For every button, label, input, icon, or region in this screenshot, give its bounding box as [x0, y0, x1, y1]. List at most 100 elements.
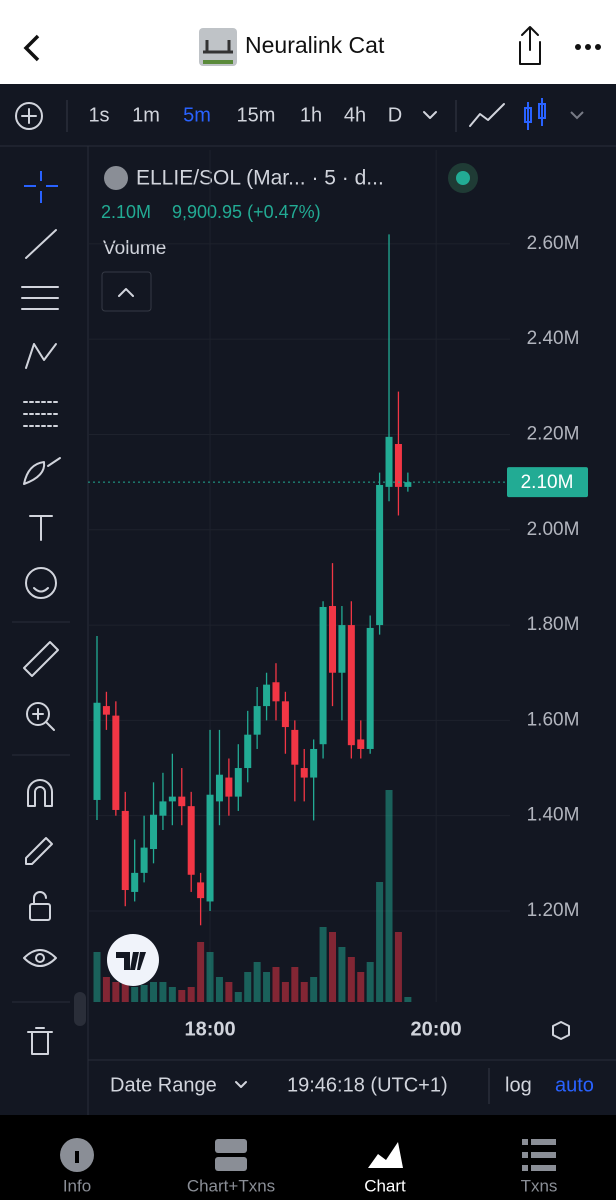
x-tick-label: 20:00 [411, 1018, 462, 1040]
volume-bar [187, 987, 195, 1002]
volume-bar [234, 992, 242, 1002]
zoom-icon [32, 708, 55, 731]
last-price-label: 2.10M [521, 472, 574, 493]
interval-button[interactable]: 1m [132, 104, 160, 126]
delete-tool[interactable] [27, 1027, 53, 1055]
volume-bar [385, 790, 393, 1002]
interval-button[interactable]: 15m [237, 104, 276, 126]
interval-dropdown[interactable] [423, 111, 437, 119]
tab-label: Chart [364, 1176, 406, 1195]
volume-bar [225, 982, 233, 1002]
fib-tool[interactable] [21, 286, 59, 310]
collapse-legend[interactable] [101, 271, 152, 312]
candle-body [121, 810, 129, 891]
volume-bar [366, 962, 374, 1002]
interval-button[interactable]: 1h [300, 104, 322, 126]
candle-body [102, 706, 110, 715]
volume-bar [329, 932, 336, 1002]
tab-icon [531, 1139, 556, 1145]
log-toggle[interactable]: log [505, 1074, 532, 1096]
interval-button[interactable]: D [388, 104, 402, 126]
candle-body [394, 444, 402, 487]
candle-body [150, 814, 158, 850]
collapse-handle[interactable] [74, 992, 86, 1026]
candle-body [178, 796, 186, 807]
candle-body [357, 739, 365, 749]
tab[interactable]: Txns [521, 1139, 558, 1195]
candle-body [272, 682, 280, 702]
tab-icon [215, 1139, 247, 1153]
interval-button[interactable]: 5m [183, 104, 211, 126]
measure-tool[interactable] [23, 641, 59, 677]
tab-bar [0, 1115, 616, 1200]
candle-body [366, 627, 374, 749]
crosshair-tool[interactable] [24, 171, 58, 203]
header-title: Neuralink Cat [245, 32, 385, 58]
candle-body [385, 436, 393, 487]
date-range[interactable]: Date Range [110, 1074, 217, 1096]
line-style-button[interactable] [469, 103, 505, 127]
candle-body [140, 847, 148, 873]
volume-bar [357, 972, 365, 1002]
magnet-tool[interactable] [27, 779, 53, 807]
projection-tool[interactable] [23, 401, 59, 427]
settings-button[interactable] [552, 1021, 570, 1040]
toolbar-bg [0, 84, 616, 146]
y-tick-label: 2.20M [527, 423, 580, 444]
volume-bar [140, 985, 148, 1002]
candle-body [225, 777, 233, 797]
volume-bar [281, 982, 289, 1002]
tab-icon-i [75, 1151, 79, 1163]
interval-button[interactable]: 4h [344, 104, 366, 126]
candle-body [253, 706, 261, 735]
tab-label: Info [63, 1176, 91, 1195]
volume-bar [131, 987, 139, 1002]
last-price-badge [507, 467, 588, 498]
volume-bar [244, 972, 252, 1002]
y-tick-label: 1.60M [527, 709, 580, 730]
hide-pupil [35, 953, 45, 963]
y-tick-label: 2.00M [527, 519, 580, 540]
unlock-tool[interactable] [29, 903, 51, 921]
emoji-tool[interactable] [25, 567, 57, 599]
tab[interactable]: Chart [364, 1142, 406, 1195]
volume-bar [93, 952, 101, 1002]
volume-bar [404, 997, 412, 1002]
candle-style-button[interactable] [524, 98, 546, 130]
tab[interactable]: Chart+Txns [187, 1139, 275, 1195]
candle-body [347, 625, 355, 746]
hide-tool[interactable] [23, 949, 57, 967]
zoom-tool[interactable] [26, 702, 50, 726]
volume-label: Volume [103, 238, 166, 259]
collapse-icon [118, 288, 134, 297]
candle-body [263, 684, 271, 707]
trendline-tool[interactable] [25, 229, 57, 259]
y-tick-label: 1.20M [527, 900, 580, 921]
style-dropdown[interactable] [570, 111, 584, 120]
volume-bar [168, 987, 176, 1002]
volume-bar [206, 952, 214, 1002]
brush-tool[interactable] [23, 457, 61, 485]
tab-label: Chart+Txns [187, 1176, 275, 1195]
share-button[interactable] [519, 26, 541, 65]
text-tool[interactable] [29, 515, 53, 541]
tabs: Info Chart+Txns Chart Txns [60, 1138, 557, 1195]
drawing-tools [12, 171, 86, 1055]
emoji-smile [33, 587, 49, 593]
interval-button[interactable]: 1s [88, 104, 109, 126]
add-button[interactable] [15, 102, 43, 130]
back-button[interactable] [23, 34, 40, 62]
candle-body [206, 794, 214, 902]
candle-body [234, 768, 242, 797]
x-tick-label: 18:00 [184, 1018, 235, 1040]
lock-drawing-tool[interactable] [25, 837, 53, 865]
token-icon [199, 28, 237, 66]
candle-body [376, 484, 384, 626]
more-button[interactable] [575, 44, 601, 50]
pattern-tool[interactable] [25, 343, 57, 369]
unlock-shackle [33, 891, 47, 905]
auto-toggle[interactable]: auto [555, 1074, 594, 1096]
tab[interactable]: Info [60, 1138, 94, 1195]
volume-bar [376, 882, 384, 1002]
